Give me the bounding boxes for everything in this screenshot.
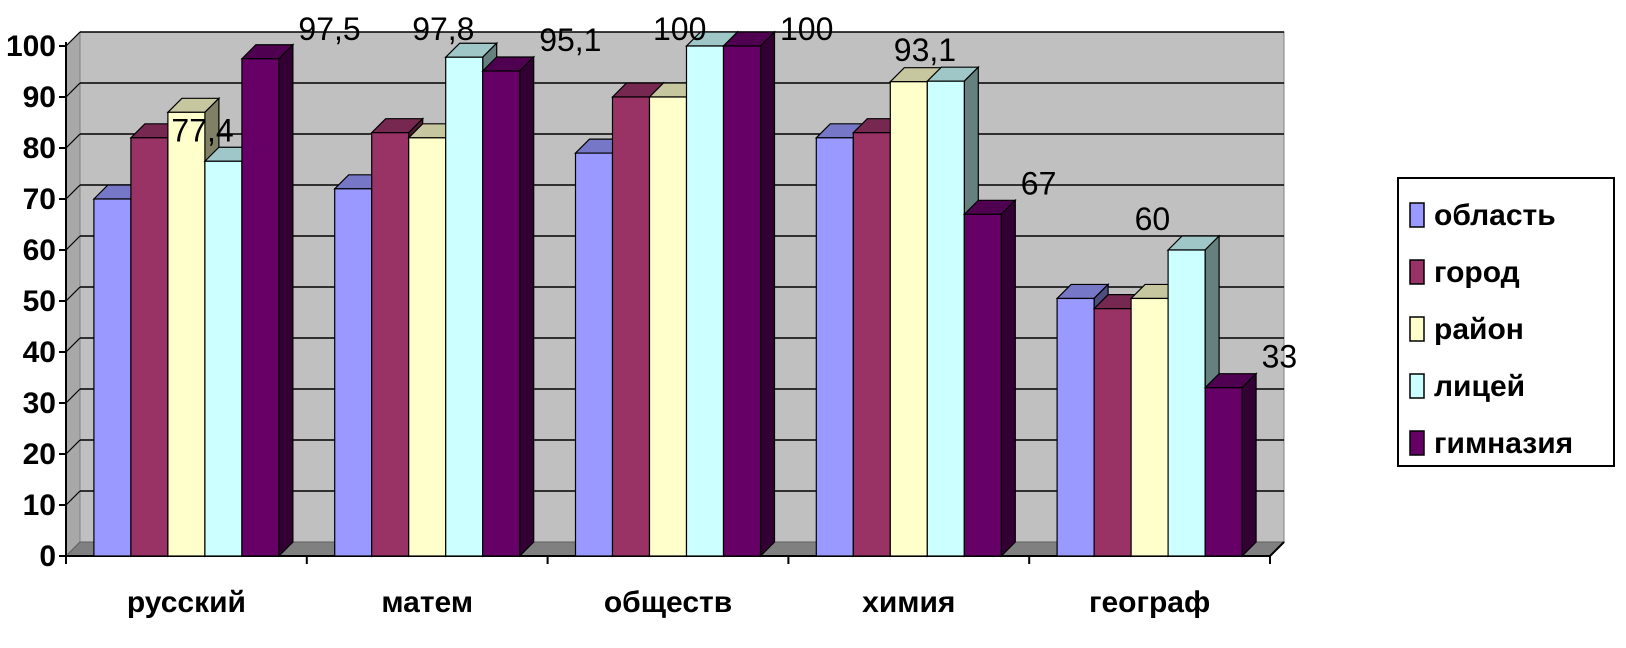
- legend-label: лицей: [1434, 370, 1525, 403]
- data-label: 97,5: [298, 11, 360, 47]
- y-tick-label: 80: [23, 132, 56, 165]
- legend: область город район лицей гимназия: [1397, 177, 1615, 467]
- data-label: 97,8: [412, 11, 474, 47]
- bar-front: [1093, 308, 1132, 557]
- bar: [1203, 372, 1258, 558]
- bar-front: [611, 96, 651, 557]
- x-category-label: матем: [381, 586, 473, 619]
- x-category-label: химия: [862, 586, 955, 619]
- data-label: 93,1: [894, 32, 956, 68]
- bar-front: [130, 137, 169, 557]
- bar: [240, 43, 295, 558]
- bar-side: [519, 55, 535, 558]
- data-label: 77,4: [171, 112, 233, 148]
- bar: [481, 55, 536, 558]
- legend-swatch: [1409, 430, 1425, 456]
- bar-side: [759, 30, 776, 558]
- legend-swatch: [1409, 202, 1425, 228]
- bar-front: [722, 45, 762, 557]
- legend-box: [1397, 177, 1615, 467]
- bar-side: [1000, 198, 1016, 558]
- bar-front: [408, 137, 447, 557]
- bar-front: [482, 70, 521, 557]
- bar-front: [889, 81, 928, 557]
- legend-label: область: [1434, 199, 1556, 232]
- bar-front: [1204, 387, 1243, 557]
- y-tick-label: 100: [6, 30, 56, 63]
- gridline-side: [65, 31, 81, 47]
- gridline-side: [65, 184, 81, 200]
- legend-item: лицей: [1409, 370, 1525, 403]
- legend-swatch: [1409, 373, 1425, 399]
- data-label: 100: [780, 11, 833, 47]
- bar-front: [93, 198, 132, 557]
- gridline-side: [65, 235, 81, 251]
- y-tick-label: 40: [23, 336, 56, 369]
- y-tick-label: 20: [23, 438, 56, 471]
- bar: [962, 198, 1017, 558]
- legend-swatch: [1409, 259, 1425, 285]
- bar-front: [926, 80, 965, 557]
- bar-front: [204, 160, 243, 557]
- gridline-side: [65, 133, 81, 149]
- data-label: 33: [1262, 339, 1298, 375]
- bar-front: [1130, 297, 1169, 557]
- bar-front: [167, 111, 206, 557]
- gridline-side: [65, 82, 81, 98]
- bar: [722, 30, 776, 558]
- x-axis-edge: [1269, 541, 1285, 557]
- bar-front: [574, 152, 614, 557]
- bar-front: [371, 132, 410, 557]
- bar-front: [852, 132, 891, 557]
- bar-side: [278, 43, 294, 558]
- bar-front: [241, 58, 280, 557]
- bar-front: [648, 96, 688, 557]
- legend-label: город: [1434, 256, 1520, 289]
- x-category-label: обществ: [604, 586, 732, 619]
- bar-front: [963, 213, 1002, 557]
- legend-item: город: [1409, 256, 1520, 289]
- y-tick-label: 50: [23, 285, 56, 318]
- y-tick-label: 60: [23, 234, 56, 267]
- legend-item: гимназия: [1409, 427, 1573, 460]
- legend-item: область: [1409, 199, 1556, 232]
- legend-label: гимназия: [1434, 427, 1573, 460]
- y-tick-label: 30: [23, 387, 56, 420]
- legend-item: район: [1409, 313, 1524, 346]
- data-label: 60: [1135, 201, 1171, 237]
- legend-swatch: [1409, 316, 1425, 342]
- x-category-label: географ: [1089, 586, 1210, 619]
- data-label: 95,1: [539, 22, 601, 58]
- bar-side: [1241, 372, 1257, 558]
- gridline-side: [65, 286, 81, 302]
- bar-front: [685, 45, 725, 557]
- bar-front: [1167, 249, 1206, 557]
- y-tick-label: 0: [39, 540, 56, 573]
- y-tick-label: 70: [23, 183, 56, 216]
- y-tick-label: 90: [23, 81, 56, 114]
- bar-front: [1056, 297, 1095, 557]
- y-tick-label: 10: [23, 489, 56, 522]
- x-category-label: русский: [127, 586, 246, 619]
- gridline-side: [65, 439, 81, 455]
- bar-front: [815, 137, 854, 557]
- data-label: 100: [653, 11, 706, 47]
- gridline-side: [65, 337, 81, 353]
- gridline-side: [65, 388, 81, 404]
- bar-front: [445, 56, 484, 557]
- legend-label: район: [1434, 313, 1524, 346]
- data-label: 67: [1021, 165, 1057, 201]
- bar-front: [334, 188, 373, 557]
- gridline-side: [65, 490, 81, 506]
- bars: [92, 30, 1258, 558]
